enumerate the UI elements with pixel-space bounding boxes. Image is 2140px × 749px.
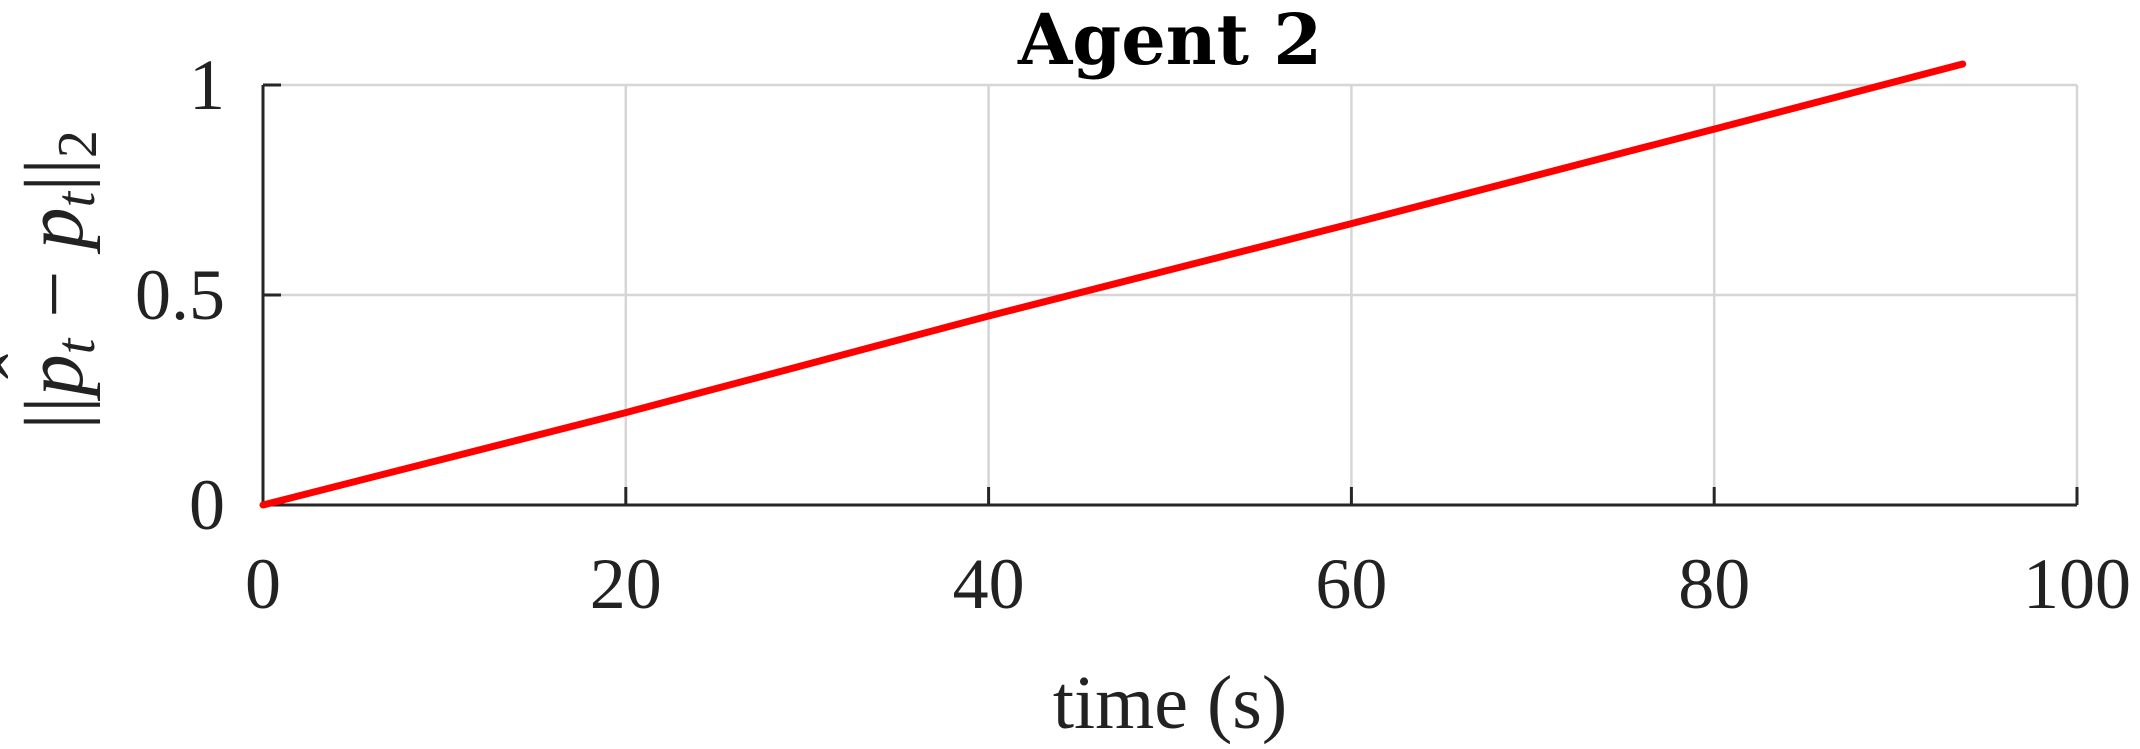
x-tick-label: 40 xyxy=(953,544,1025,624)
y-label-p1: p xyxy=(8,354,101,401)
y-label-p2: p xyxy=(8,207,101,254)
y-axis-label: ||pt − pt||2 xyxy=(8,130,109,430)
axes xyxy=(261,85,2077,507)
y-tick-label: 0.5 xyxy=(135,255,225,335)
y-label-sub1: t xyxy=(45,337,107,354)
y-tick-label: 0 xyxy=(189,465,225,545)
x-tick-label: 0 xyxy=(245,544,281,624)
x-tick-label: 100 xyxy=(2023,544,2131,624)
chart-title: Agent 2 xyxy=(1017,0,1322,81)
y-tick-label: 1 xyxy=(189,45,225,125)
y-label-norm: 2 xyxy=(47,130,109,158)
series-layer xyxy=(259,60,1967,509)
y-label-sub2: t xyxy=(45,190,107,207)
x-tick-label: 20 xyxy=(590,544,662,624)
y-label-close: || xyxy=(8,158,101,192)
y-label-hat: ˆ xyxy=(0,354,73,386)
x-tick-label: 80 xyxy=(1678,544,1750,624)
x-axis-label: time (s) xyxy=(1053,661,1287,745)
y-label-open: || xyxy=(8,396,101,430)
x-tick-label: 60 xyxy=(1315,544,1387,624)
grid-lines xyxy=(263,83,2079,505)
series-line xyxy=(259,60,1967,509)
tick-labels: 0 20 40 60 80 100 0 0.5 1 xyxy=(135,45,2131,624)
y-label-minus: − xyxy=(8,249,101,338)
